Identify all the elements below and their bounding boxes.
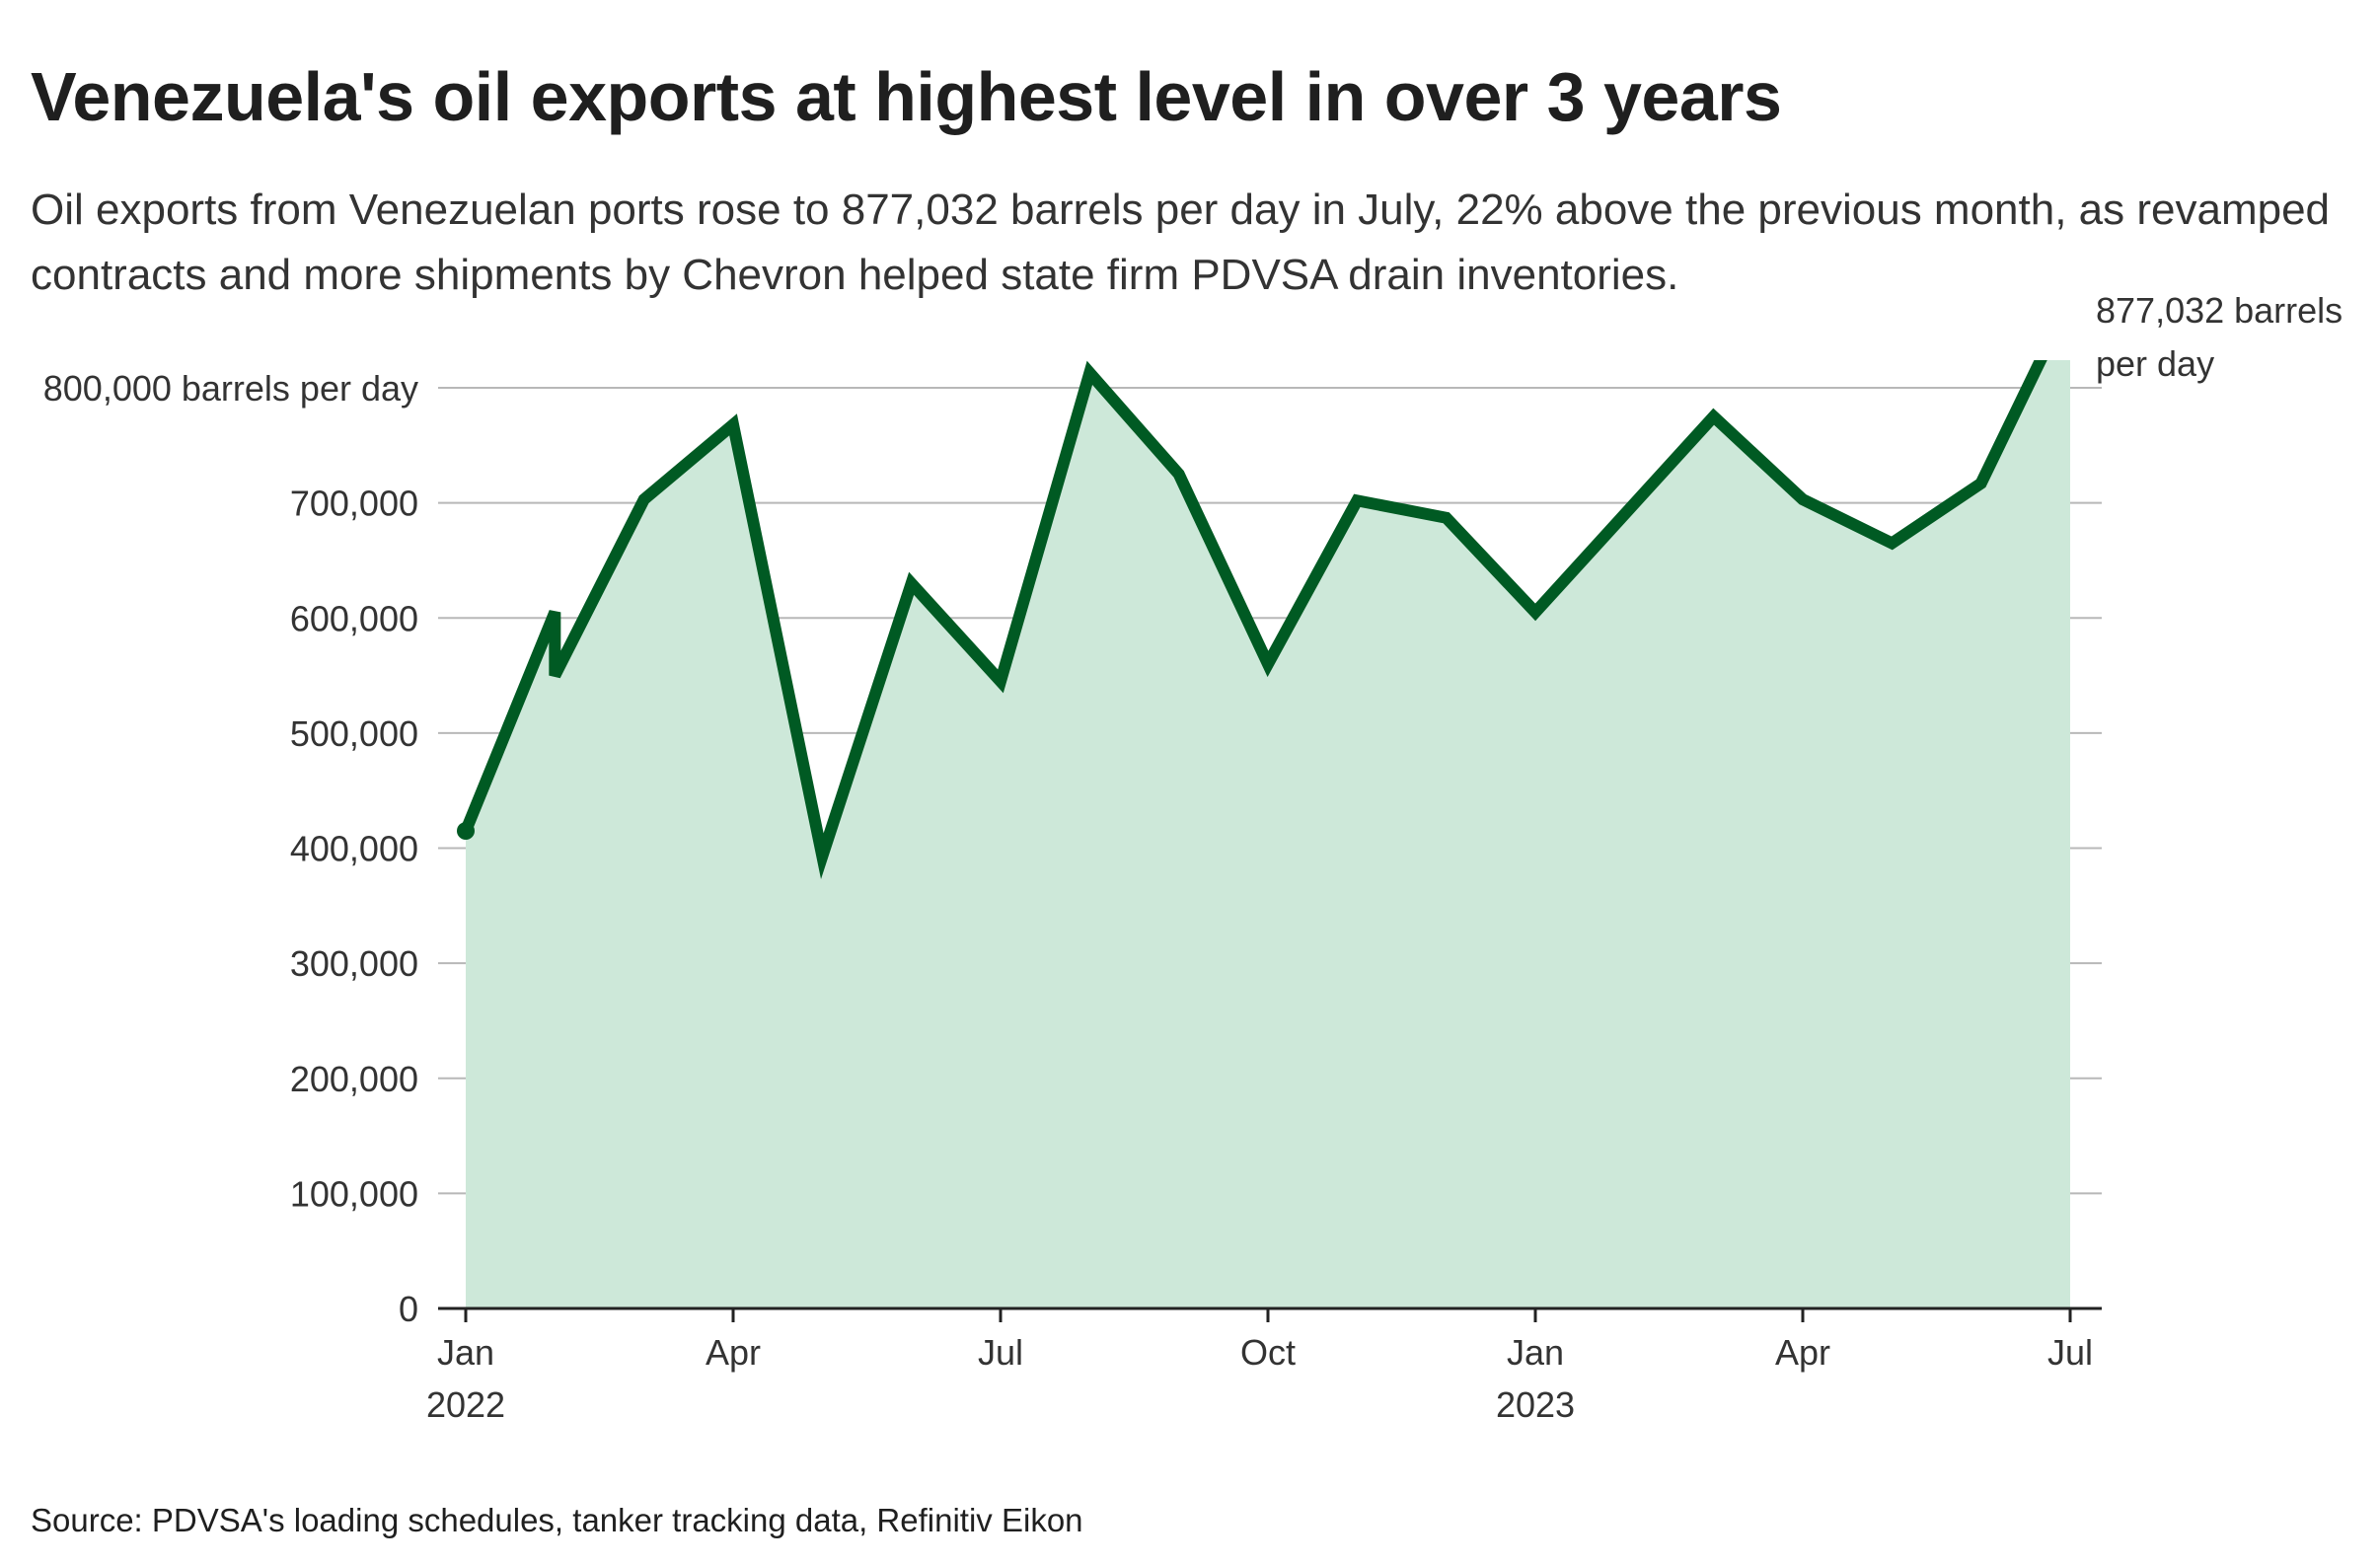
tick-labels: 0 100,000 200,000 300,000 400,000 500,000 600,… bbox=[43, 368, 2093, 1425]
axes bbox=[438, 1306, 2102, 1322]
y-tick-label: 700,000 bbox=[290, 484, 418, 524]
y-tick-label: 200,000 bbox=[290, 1059, 418, 1099]
end-value-annotation: per day bbox=[2096, 343, 2214, 384]
area-fill-group bbox=[466, 360, 2070, 1307]
annotation-group: 877,032 barrels per day bbox=[2096, 290, 2343, 384]
area-fill bbox=[466, 360, 2070, 1307]
x-tick-label: Apr bbox=[1775, 1332, 1830, 1373]
x-tick-label: Apr bbox=[706, 1332, 761, 1373]
x-tick-label: Jan bbox=[1507, 1332, 1564, 1373]
x-tick-year-label: 2023 bbox=[1496, 1384, 1575, 1425]
start-point bbox=[457, 822, 475, 841]
y-tick-label: 500,000 bbox=[290, 713, 418, 754]
chart-source: Source: PDVSA's loading schedules, tanke… bbox=[31, 1502, 1083, 1538]
y-tick-label: 0 bbox=[399, 1289, 418, 1329]
line-group bbox=[457, 360, 2047, 879]
x-tick-year-label: 2022 bbox=[426, 1384, 505, 1425]
x-tick-label: Jul bbox=[978, 1332, 1023, 1373]
series-line bbox=[460, 360, 2047, 879]
y-tick-label: 800,000 barrels per day bbox=[43, 368, 418, 409]
x-tick-label: Jul bbox=[2047, 1332, 2093, 1373]
x-tick-label: Jan bbox=[437, 1332, 494, 1373]
x-tick-label: Oct bbox=[1240, 1332, 1296, 1373]
y-tick-label: 400,000 bbox=[290, 829, 418, 869]
chart-title: Venezuela's oil exports at highest level… bbox=[31, 58, 1782, 135]
end-value-annotation: 877,032 barrels bbox=[2096, 290, 2343, 331]
y-tick-label: 300,000 bbox=[290, 943, 418, 984]
chart-subtitle: Oil exports from Venezuelan ports rose t… bbox=[31, 186, 2331, 299]
y-tick-label: 600,000 bbox=[290, 598, 418, 638]
y-tick-label: 100,000 bbox=[290, 1173, 418, 1214]
